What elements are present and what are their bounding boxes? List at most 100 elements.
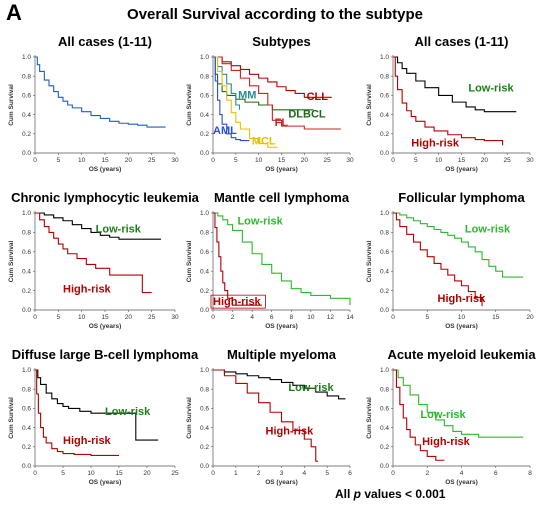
y-tick-label: 0.0 xyxy=(200,463,209,470)
x-tick-label: 12 xyxy=(327,314,335,321)
chart-8: Multiple myeloma 0.0 0.2 0.4 0.6 0.8 1.0 0 1 2 3 4 5… xyxy=(186,347,352,486)
y-tick-label: 0.4 xyxy=(380,112,389,119)
x-tick-label: 8 xyxy=(289,314,293,321)
y-tick-label: 0.4 xyxy=(22,425,31,432)
curve-label: CLL xyxy=(307,91,329,103)
x-tick-label: 3 xyxy=(280,470,284,477)
y-tick-label: 0.4 xyxy=(380,268,389,275)
x-tick-label: 10 xyxy=(307,314,315,321)
x-tick-label: 10 xyxy=(78,314,86,321)
curve-label: Low-risk xyxy=(468,83,514,95)
x-tick-label: 15 xyxy=(492,314,500,321)
footnote-p: p xyxy=(353,487,362,501)
chart-title: Mantle cell lymphoma xyxy=(214,190,350,205)
curve-mm xyxy=(213,56,241,110)
y-axis-label: Cum Survival xyxy=(366,241,373,283)
y-tick-label: 0.0 xyxy=(22,463,31,470)
x-tick-label: 0 xyxy=(211,157,215,164)
x-tick-label: 5 xyxy=(425,314,429,321)
curve-label: High-risk xyxy=(213,296,262,308)
x-tick-label: 30 xyxy=(171,157,179,164)
curve-high-risk xyxy=(35,212,152,294)
chart-7: Diffuse large B-cell lymphoma 0.0 0.2 0.4 0.… xyxy=(8,347,199,486)
x-tick-label: 0 xyxy=(211,314,215,321)
curve-low-risk xyxy=(213,369,346,400)
chart-3: All cases (1-11) 0.0 0.2 0.4 0.6 0.8 1.0 0 5 10 15… xyxy=(366,34,534,173)
x-tick-label: 0 xyxy=(391,157,395,164)
x-tick-label: 0 xyxy=(33,314,37,321)
curve-low-risk xyxy=(35,212,161,240)
x-axis-label: OS (years) xyxy=(445,479,478,486)
x-tick-label: 0 xyxy=(391,314,395,321)
y-tick-label: 0.8 xyxy=(200,386,209,393)
x-tick-label: 0 xyxy=(33,157,37,164)
y-tick-label: 0.0 xyxy=(380,307,389,314)
x-tick-label: 5 xyxy=(61,470,65,477)
x-tick-label: 6 xyxy=(348,470,352,477)
y-axis-label: Cum Survival xyxy=(366,84,373,126)
y-tick-label: 0.4 xyxy=(380,425,389,432)
x-tick-label: 15 xyxy=(115,470,123,477)
x-tick-label: 20 xyxy=(125,314,133,321)
y-tick-label: 0.4 xyxy=(200,268,209,275)
curve-low-risk xyxy=(213,212,351,306)
x-axis-label: OS (years) xyxy=(89,323,122,330)
x-tick-label: 5 xyxy=(325,470,329,477)
y-tick-label: 1.0 xyxy=(200,54,209,61)
y-tick-label: 0.8 xyxy=(200,230,209,237)
y-axis-label: Cum Survival xyxy=(186,241,193,283)
x-axis-label: OS (years) xyxy=(265,479,298,486)
curve-label: Low-risk xyxy=(288,382,334,394)
chart-title: Chronic lymphocytic leukemia xyxy=(11,190,200,205)
chart-title: Multiple myeloma xyxy=(227,347,337,362)
curve-label: AML xyxy=(213,125,237,137)
x-tick-label: 25 xyxy=(504,157,512,164)
x-tick-label: 10 xyxy=(255,157,263,164)
y-tick-label: 1.0 xyxy=(380,210,389,217)
y-tick-label: 0.8 xyxy=(22,230,31,237)
y-axis-label: Cum Survival xyxy=(186,84,193,126)
curve-label: Low-risk xyxy=(420,409,466,421)
y-tick-label: 0.8 xyxy=(200,73,209,80)
y-tick-label: 0.0 xyxy=(22,307,31,314)
y-tick-label: 0.2 xyxy=(22,131,31,138)
x-tick-label: 5 xyxy=(234,157,238,164)
x-tick-label: 30 xyxy=(526,157,534,164)
x-axis-label: OS (years) xyxy=(445,323,478,330)
x-tick-label: 2 xyxy=(257,470,261,477)
x-axis-label: OS (years) xyxy=(265,323,298,330)
curve-label: High-risk xyxy=(438,293,487,305)
x-tick-label: 5 xyxy=(414,157,418,164)
y-tick-label: 0.0 xyxy=(380,150,389,157)
x-tick-label: 10 xyxy=(435,157,443,164)
x-axis-label: OS (years) xyxy=(265,166,298,173)
y-tick-label: 0.2 xyxy=(380,444,389,451)
x-tick-label: 15 xyxy=(101,314,109,321)
chart-9: Acute myeloid leukemia 0.0 0.2 0.4 0.6 0.8 1.0… xyxy=(366,347,536,486)
x-tick-label: 5 xyxy=(57,314,61,321)
y-tick-label: 0.8 xyxy=(380,73,389,80)
chart-title: All cases (1-11) xyxy=(415,34,509,49)
y-tick-label: 0.2 xyxy=(22,444,31,451)
curve-low-risk xyxy=(393,369,524,438)
y-tick-label: 0.8 xyxy=(22,386,31,393)
y-tick-label: 0.0 xyxy=(200,307,209,314)
curve-label: FL xyxy=(275,117,289,129)
curve-label: DLBCL xyxy=(288,108,326,120)
footnote: All p values < 0.001 xyxy=(335,487,445,501)
x-tick-label: 20 xyxy=(143,470,151,477)
y-tick-label: 0.2 xyxy=(22,288,31,295)
x-tick-label: 10 xyxy=(458,314,466,321)
x-axis-label: OS (years) xyxy=(89,166,122,173)
y-tick-label: 1.0 xyxy=(380,54,389,61)
curve-label: High-risk xyxy=(422,436,471,448)
y-axis-label: Cum Survival xyxy=(8,397,15,439)
curve-low-risk xyxy=(393,212,524,278)
curve-fl xyxy=(213,56,341,130)
y-tick-label: 1.0 xyxy=(380,367,389,374)
y-tick-label: 0.4 xyxy=(22,268,31,275)
x-tick-label: 30 xyxy=(171,314,179,321)
x-tick-label: 1 xyxy=(234,470,238,477)
chart-4: Chronic lymphocytic leukemia 0.0 0.2 0.4 0.6… xyxy=(8,190,200,330)
y-tick-label: 1.0 xyxy=(22,54,31,61)
